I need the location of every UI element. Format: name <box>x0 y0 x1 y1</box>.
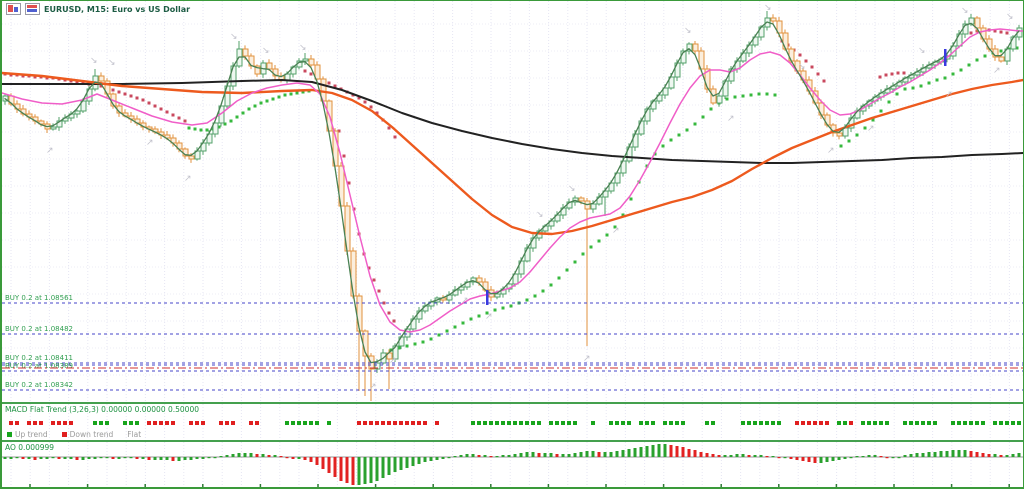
fractal-arrow-icon: ↘ <box>90 56 98 66</box>
symbol-title: EURUSD, M15: Euro vs US Dollar <box>44 4 191 14</box>
fractal-arrow-icon: ↗ <box>945 90 953 100</box>
buy-level-label: BUY 0.2 at 1.08389 <box>5 362 73 370</box>
buy-level-label: BUY 0.2 at 1.08342 <box>5 381 73 389</box>
fractal-arrow-icon: ↘ <box>961 6 969 16</box>
fractal-arrow-icon: ↘ <box>798 62 806 72</box>
fractal-arrow-icon: ↗ <box>827 146 835 156</box>
time-axis-ticks <box>29 484 1010 487</box>
fractal-arrow-icon: ↘ <box>918 46 926 56</box>
fractal-arrows: ↗↗↗↗↗↗↗↗↗↗↗↗↗↗↗↘↘↘↘↘↘↘↘↘↘↘↘↘ <box>46 3 1014 392</box>
fractal-arrow-icon: ↗ <box>612 226 620 236</box>
macd-canvas <box>9 404 1021 440</box>
grid-vertical <box>10 1 1010 402</box>
fractal-arrow-icon: ↗ <box>389 356 397 366</box>
buy-level-label: BUY 0.2 at 1.08561 <box>5 294 73 302</box>
pane-separator[interactable] <box>2 440 1023 442</box>
fractal-arrow-icon: ↘ <box>568 184 576 194</box>
up-trend-swatch-icon <box>7 432 12 437</box>
trend-dots-green <box>187 46 1019 352</box>
fractal-arrow-icon: ↗ <box>583 354 591 364</box>
trend-dots-red <box>3 28 1009 323</box>
price-chart-canvas: ↗↗↗↗↗↗↗↗↗↗↗↗↗↗↗↘↘↘↘↘↘↘↘↘↘↘↘↘BUY 0.2 at 1… <box>2 1 1023 402</box>
fractal-arrow-icon: ↗ <box>146 138 154 148</box>
pane-separator[interactable] <box>2 402 1023 404</box>
fractal-arrow-icon: ↘ <box>536 210 544 220</box>
fractal-arrow-icon: ↘ <box>108 58 116 68</box>
fractal-arrow-icon: ↗ <box>867 124 875 134</box>
fractal-arrow-icon: ↗ <box>184 174 192 184</box>
order-levels: BUY 0.2 at 1.08561 BUY 0.2 at 1.08482 BUY … <box>2 294 1023 391</box>
fractal-arrow-icon: ↗ <box>461 296 469 306</box>
macd-pane[interactable]: MACD Flat Trend (3,26,3) 0.00000 0.00000… <box>2 404 1023 440</box>
ao-histogram <box>3 444 1021 485</box>
fractal-arrow-icon: ↘ <box>262 46 270 56</box>
fractal-arrow-icon: ↘ <box>1006 12 1014 22</box>
grid-vertical <box>10 404 1010 440</box>
legend-flat: Flat <box>127 430 142 439</box>
ma-medium-orange <box>2 71 1023 236</box>
fractal-arrow-icon: ↗ <box>485 312 493 322</box>
down-trend-swatch-icon <box>61 432 67 437</box>
macd-header: MACD Flat Trend (3,26,3) 0.00000 0.00000… <box>5 405 199 414</box>
fractal-arrow-icon: ↗ <box>46 146 54 156</box>
fractal-arrow-icon: ↘ <box>684 26 692 36</box>
indicator-list-icon[interactable] <box>25 3 40 15</box>
ma-fast-pink <box>2 28 1023 333</box>
buy-level-label: BUY 0.2 at 1.08411 <box>5 354 73 362</box>
ao-pane[interactable]: AO 0.000999 <box>2 442 1023 487</box>
fractal-arrow-icon: ↘ <box>764 3 772 13</box>
fractal-arrow-icon: ↗ <box>727 114 735 124</box>
fractal-arrow-icon: ↘ <box>230 32 238 42</box>
fractal-arrow-icon: ↘ <box>299 43 307 53</box>
ao-canvas <box>2 442 1023 487</box>
candles <box>2 11 1023 401</box>
ma-fastest-green <box>4 21 1020 364</box>
macd-trend-dots <box>9 421 1021 425</box>
trade-marks <box>486 49 947 305</box>
ao-header: AO 0.000999 <box>5 443 55 452</box>
buy-level-label: BUY 0.2 at 1.08482 <box>5 325 73 333</box>
fractal-arrow-icon: ↗ <box>993 66 1001 76</box>
macd-legend: Up trend Down trend Flat <box>7 430 155 439</box>
ma-slow-black <box>2 79 1023 164</box>
legend-up-trend: Up trend <box>7 430 48 439</box>
grid-horizontal <box>2 23 1023 376</box>
fractal-arrow-icon: ↗ <box>369 382 377 392</box>
price-pane[interactable]: ↗↗↗↗↗↗↗↗↗↗↗↗↗↗↗↘↘↘↘↘↘↘↘↘↘↘↘↘BUY 0.2 at 1… <box>2 1 1023 402</box>
legend-down-trend: Down trend <box>61 430 113 439</box>
grid-vertical <box>10 442 1010 487</box>
chart-type-icon[interactable] <box>6 3 21 15</box>
chart-title-bar: EURUSD, M15: Euro vs US Dollar <box>6 3 190 15</box>
